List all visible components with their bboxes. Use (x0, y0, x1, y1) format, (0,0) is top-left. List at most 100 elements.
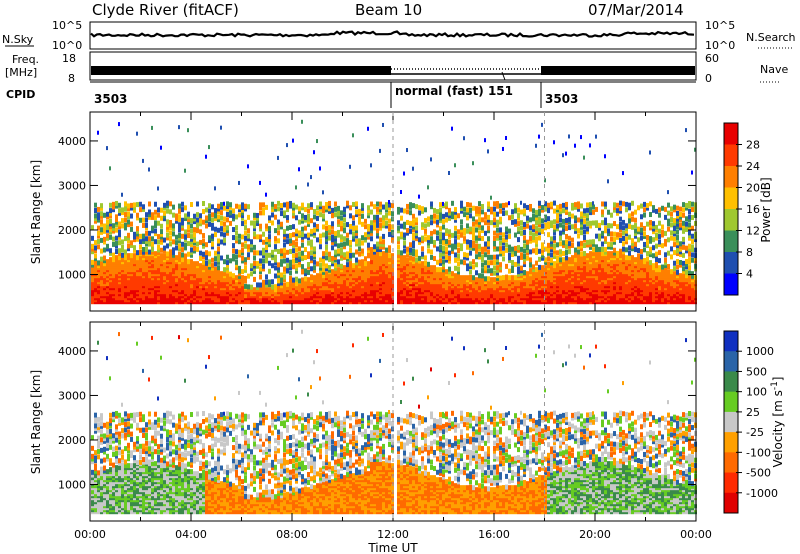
power-echo-cell (322, 267, 325, 273)
power-echo-cell (277, 273, 280, 279)
power-echo-cell (496, 211, 499, 217)
power-echo-cell (274, 246, 277, 252)
power-echo-cell (328, 254, 331, 260)
power-echo-cell (154, 220, 157, 226)
power-echo-cell (199, 239, 202, 245)
power-echo-cell (202, 238, 205, 244)
power-echo-cell (217, 251, 220, 257)
power-echo-cell (550, 257, 553, 263)
power-echo-cell (136, 228, 139, 234)
power-echo-cell (196, 212, 199, 218)
power-echo-cell (328, 206, 331, 212)
power-echo-cell (97, 206, 100, 212)
power-echo-cell (439, 244, 442, 250)
power-echo-cell (241, 221, 244, 227)
power-echo-cell (271, 207, 274, 213)
power-echo-cell (127, 235, 130, 241)
power-echo-cell (163, 210, 166, 216)
power-echo-cell (130, 226, 133, 232)
power-echo-cell (520, 270, 523, 276)
power-echo-cell (589, 251, 592, 257)
power-echo-cell (283, 210, 286, 216)
power-echo-cell (355, 201, 358, 207)
power-echo-cell (193, 232, 196, 238)
power-echo-cell (301, 269, 304, 275)
power-echo-cell (355, 260, 358, 266)
power-echo-cell (133, 237, 136, 243)
power-echo-cell (544, 225, 547, 231)
power-echo-cell (511, 251, 514, 257)
power-echo-cell (292, 205, 295, 211)
power-echo-cell (523, 203, 526, 209)
power-echo-cell (280, 259, 283, 265)
power-echo-cell (367, 242, 370, 248)
power-echo-cell (487, 260, 490, 266)
power-echo-cell (391, 235, 394, 241)
power-echo-cell (493, 270, 496, 276)
power-echo-cell (175, 255, 178, 261)
power-echo-cell (259, 202, 262, 208)
power-echo-cell (340, 250, 343, 256)
power-echo-cell (370, 236, 373, 242)
power-echo-cell (187, 214, 190, 220)
power-echo-cell (307, 213, 310, 219)
power-echo-cell (493, 219, 496, 225)
power-echo-cell (97, 212, 100, 218)
power-echo-cell (274, 254, 277, 260)
power-echo-cell (508, 201, 510, 206)
power-echo-cell (583, 242, 586, 248)
power-echo-cell (337, 213, 340, 219)
power-echo-cell (151, 246, 154, 252)
power-echo-cell (334, 254, 337, 260)
power-echo-cell (334, 241, 337, 247)
power-echo-cell (325, 255, 328, 261)
power-echo-cell (514, 205, 517, 211)
power-echo-cell (307, 203, 310, 209)
power-echo-cell (358, 216, 361, 222)
power-echo-cell (553, 140, 555, 145)
power-echo-cell (376, 233, 379, 239)
power-echo-cell (430, 238, 433, 244)
power-echo-cell (124, 217, 127, 223)
power-echo-cell (580, 251, 583, 257)
power-echo-cell (217, 238, 220, 244)
power-echo-cell (538, 256, 541, 262)
power-echo-cell (472, 227, 475, 233)
power-echo-cell (316, 223, 319, 229)
power-echo-cell (490, 195, 492, 200)
power-echo-cell (595, 134, 597, 139)
power-echo-cell (493, 260, 496, 266)
power-echo-cell (307, 261, 310, 267)
power-echo-cell (289, 270, 292, 276)
power-echo-cell (535, 239, 538, 245)
power-echo-cell (286, 143, 288, 148)
power-echo-cell (277, 270, 280, 276)
freq-band-right (541, 66, 695, 75)
power-echo-cell (91, 249, 94, 255)
power-echo-cell (163, 213, 166, 219)
power-echo-cell (175, 213, 178, 219)
power-echo-cell (535, 209, 538, 215)
power-echo-cell (499, 264, 502, 270)
power-echo-cell (289, 278, 292, 284)
power-echo-cell (274, 284, 277, 290)
power-echo-cell (574, 226, 577, 232)
power-echo-cell (160, 247, 163, 253)
power-echo-cell (298, 257, 301, 263)
power-echo-cell (199, 229, 202, 235)
power-echo-cell (517, 226, 520, 232)
power-echo-cell (430, 249, 433, 255)
power-echo-cell (469, 202, 472, 208)
power-echo-cell (475, 227, 478, 233)
power-echo-cell (109, 224, 112, 230)
power-echo-cell (115, 200, 118, 206)
power-echo-cell (568, 225, 571, 231)
power-echo-cell (259, 226, 262, 232)
power-echo-cell (145, 236, 148, 242)
power-echo-cell (205, 250, 208, 256)
power-echo-cell (280, 224, 283, 230)
power-echo-cell (541, 250, 544, 256)
power-echo-cell (136, 231, 139, 237)
power-echo-cell (445, 230, 448, 236)
power-echo-cell (244, 259, 247, 265)
